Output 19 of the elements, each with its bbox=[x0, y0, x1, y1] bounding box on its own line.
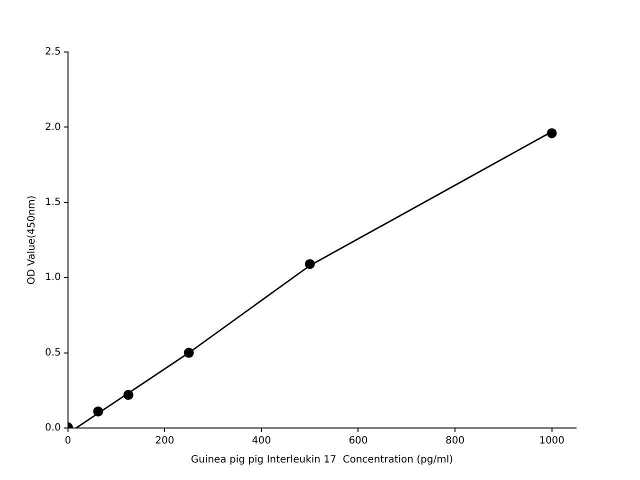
y-tick-label: 1.0 bbox=[44, 272, 61, 284]
point bbox=[546, 128, 557, 138]
y-tick-label: 0.0 bbox=[44, 422, 61, 434]
y-tick-label: 2.5 bbox=[44, 46, 61, 58]
y-tick-label: 1.5 bbox=[44, 196, 61, 208]
y-axis-title: OD Value(450nm) bbox=[26, 195, 38, 285]
point bbox=[184, 348, 194, 358]
y-tick-label: 2.0 bbox=[44, 122, 61, 133]
x-tick-label: 400 bbox=[252, 436, 272, 447]
y-tick-label: 0.5 bbox=[44, 347, 61, 358]
point bbox=[123, 390, 134, 400]
x-tick-label: 200 bbox=[155, 436, 174, 447]
point bbox=[304, 259, 315, 270]
x-tick-label: 800 bbox=[445, 436, 465, 447]
x-axis-title: Guinea pig pig Interleukin 17 Concentration (pg/ml) bbox=[190, 454, 454, 466]
x-tick-label: 0 bbox=[64, 436, 72, 447]
x-tick-label: 600 bbox=[348, 436, 368, 447]
point bbox=[93, 406, 104, 416]
x-tick-label: 1000 bbox=[539, 436, 565, 447]
